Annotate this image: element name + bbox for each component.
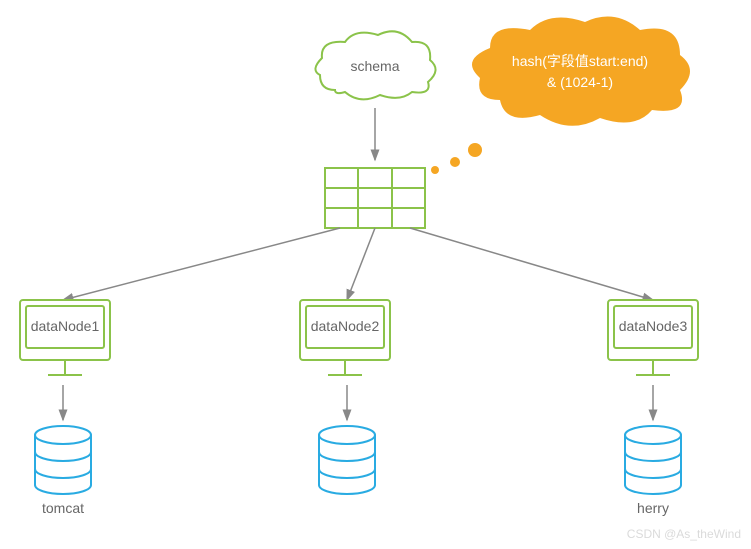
thought-cloud — [431, 17, 690, 174]
monitor-3 — [608, 300, 698, 375]
database-1 — [35, 426, 91, 494]
thought-line2: & (1024-1) — [485, 73, 675, 93]
database-2 — [319, 426, 375, 494]
monitor-1 — [20, 300, 110, 375]
watermark: CSDN @As_theWind — [627, 527, 741, 541]
branch-1 — [63, 228, 340, 300]
schema-cloud — [315, 31, 435, 99]
monitor-2 — [300, 300, 390, 375]
branch-3 — [410, 228, 653, 300]
table-grid — [325, 168, 425, 228]
thought-line1: hash(字段值start:end) — [485, 52, 675, 72]
database-3 — [625, 426, 681, 494]
branch-2 — [347, 228, 375, 300]
